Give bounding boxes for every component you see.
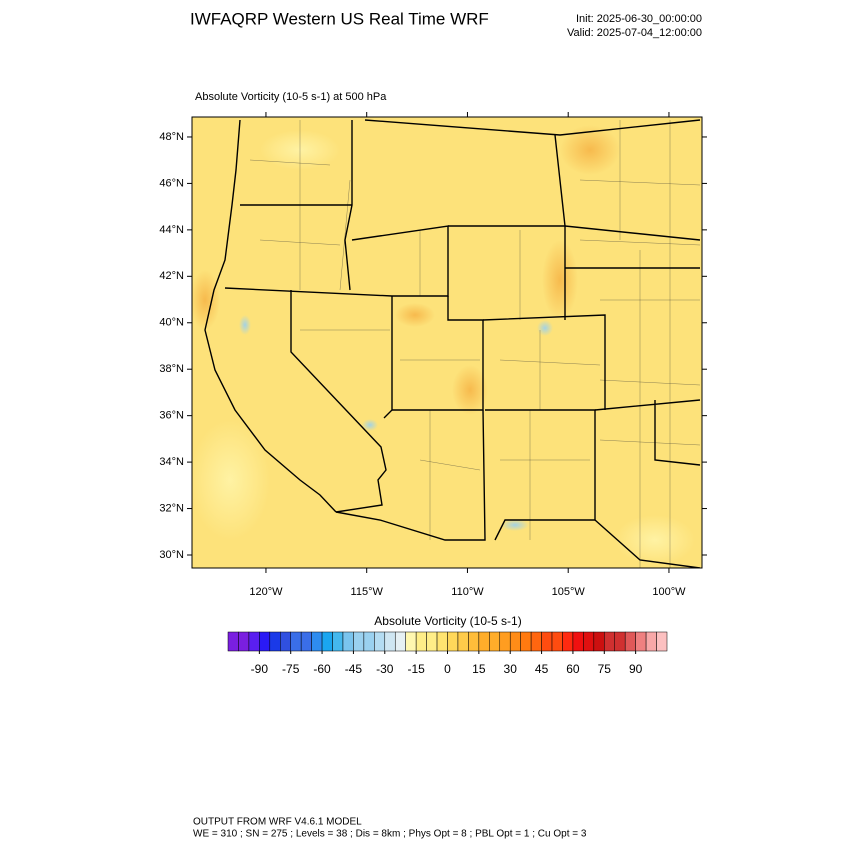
colorbar-tick-label: -75 <box>282 662 300 676</box>
colorbar-box <box>468 631 480 652</box>
footer-line: OUTPUT FROM WRF V4.6.1 MODEL <box>193 817 362 828</box>
colorbar-box <box>656 631 668 652</box>
colorbar-box <box>457 631 469 652</box>
colorbar-box <box>635 631 647 652</box>
colorbar-box <box>572 631 584 652</box>
colorbar-box <box>415 631 427 652</box>
colorbar-tick-label: 60 <box>566 662 580 676</box>
colorbar-tick-label: -90 <box>251 662 269 676</box>
colorbar-box <box>604 631 615 652</box>
x-tick-label: 115°W <box>351 586 384 598</box>
colorbar-box <box>384 631 396 652</box>
colorbar: -90 -75 -60 -45 -30 -15 0 15 30 45 60 75 90 <box>227 631 668 676</box>
colorbar-box <box>280 631 291 652</box>
field-label: Absolute Vorticity (10-5 s-1) at 500 hPa <box>195 91 387 103</box>
y-tick-label: 38°N <box>159 363 184 375</box>
colorbar-box <box>499 631 511 652</box>
colorbar-box <box>363 631 375 652</box>
y-tick-label: 40°N <box>159 317 184 329</box>
colorbar-box <box>509 631 521 652</box>
colorbar-box <box>593 631 605 652</box>
y-tick-label: 34°N <box>159 456 184 468</box>
colorbar-box <box>447 631 459 652</box>
y-tick-label: 32°N <box>159 502 184 514</box>
colorbar-box <box>269 631 281 652</box>
colorbar-box <box>238 631 250 652</box>
colorbar-tick-label: -45 <box>345 662 363 676</box>
x-tick-label: 105°W <box>552 586 586 598</box>
colorbar-tick-label: 75 <box>598 662 612 676</box>
footer-line: WE = 310 ; SN = 275 ; Levels = 38 ; Dis … <box>193 829 587 840</box>
colorbar-tick-label: -30 <box>376 662 394 676</box>
colorbar-box <box>489 631 501 652</box>
colorbar-box <box>551 631 563 652</box>
colorbar-box <box>248 631 260 652</box>
y-tick-label: 36°N <box>159 410 184 422</box>
colorbar-tick-label: 90 <box>629 662 643 676</box>
colorbar-box <box>520 631 532 652</box>
colorbar-box <box>300 631 312 652</box>
valid-time: Valid: 2025-07-04_12:00:00 <box>567 27 702 39</box>
map-frame <box>191 116 703 569</box>
x-tick-label: 100°W <box>652 586 686 598</box>
colorbar-tick-label: -60 <box>313 662 331 676</box>
colorbar-box <box>541 631 553 652</box>
colorbar-box <box>478 631 490 652</box>
colorbar-box <box>614 631 626 652</box>
colorbar-box <box>342 631 354 652</box>
colorbar-box <box>321 631 333 652</box>
colorbar-box <box>311 631 323 652</box>
colorbar-box <box>227 631 239 652</box>
colorbar-box <box>583 631 595 652</box>
title: IWFAQRP Western US Real Time WRF <box>190 9 489 28</box>
colorbar-box <box>426 631 438 652</box>
y-tick-label: 46°N <box>159 177 184 189</box>
colorbar-box <box>374 631 386 652</box>
colorbar-tick-label: 15 <box>472 662 486 676</box>
colorbar-tick-label: 30 <box>504 662 518 676</box>
colorbar-tick-label: 0 <box>444 662 451 676</box>
y-tick-label: 42°N <box>159 270 184 282</box>
colorbar-box <box>394 631 406 652</box>
y-tick-label: 30°N <box>159 549 184 561</box>
colorbar-box <box>405 631 417 652</box>
colorbar-box <box>436 631 448 652</box>
colorbar-box <box>562 631 574 652</box>
colorbar-box <box>530 631 542 652</box>
init-time: Init: 2025-06-30_00:00:00 <box>576 13 702 25</box>
colorbar-box <box>259 631 271 652</box>
colorbar-tick-label: -15 <box>407 662 425 676</box>
colorbar-box <box>624 631 636 652</box>
colorbar-title: Absolute Vorticity (10-5 s-1) <box>374 614 521 628</box>
colorbar-tick-label: 45 <box>535 662 549 676</box>
colorbar-box <box>353 631 365 652</box>
colorbar-box <box>645 631 657 652</box>
map-axes: 30°N 32°N 34°N 36°N 38°N 40°N 42°N 44°N 46°N 48°N… <box>159 112 707 598</box>
x-tick-label: 120°W <box>249 586 283 598</box>
x-tick-label: 110°W <box>451 586 484 598</box>
y-tick-label: 44°N <box>159 224 184 236</box>
y-tick-label: 48°N <box>159 131 184 143</box>
colorbar-box <box>290 631 302 652</box>
map-field <box>192 117 702 568</box>
colorbar-box <box>332 631 344 652</box>
